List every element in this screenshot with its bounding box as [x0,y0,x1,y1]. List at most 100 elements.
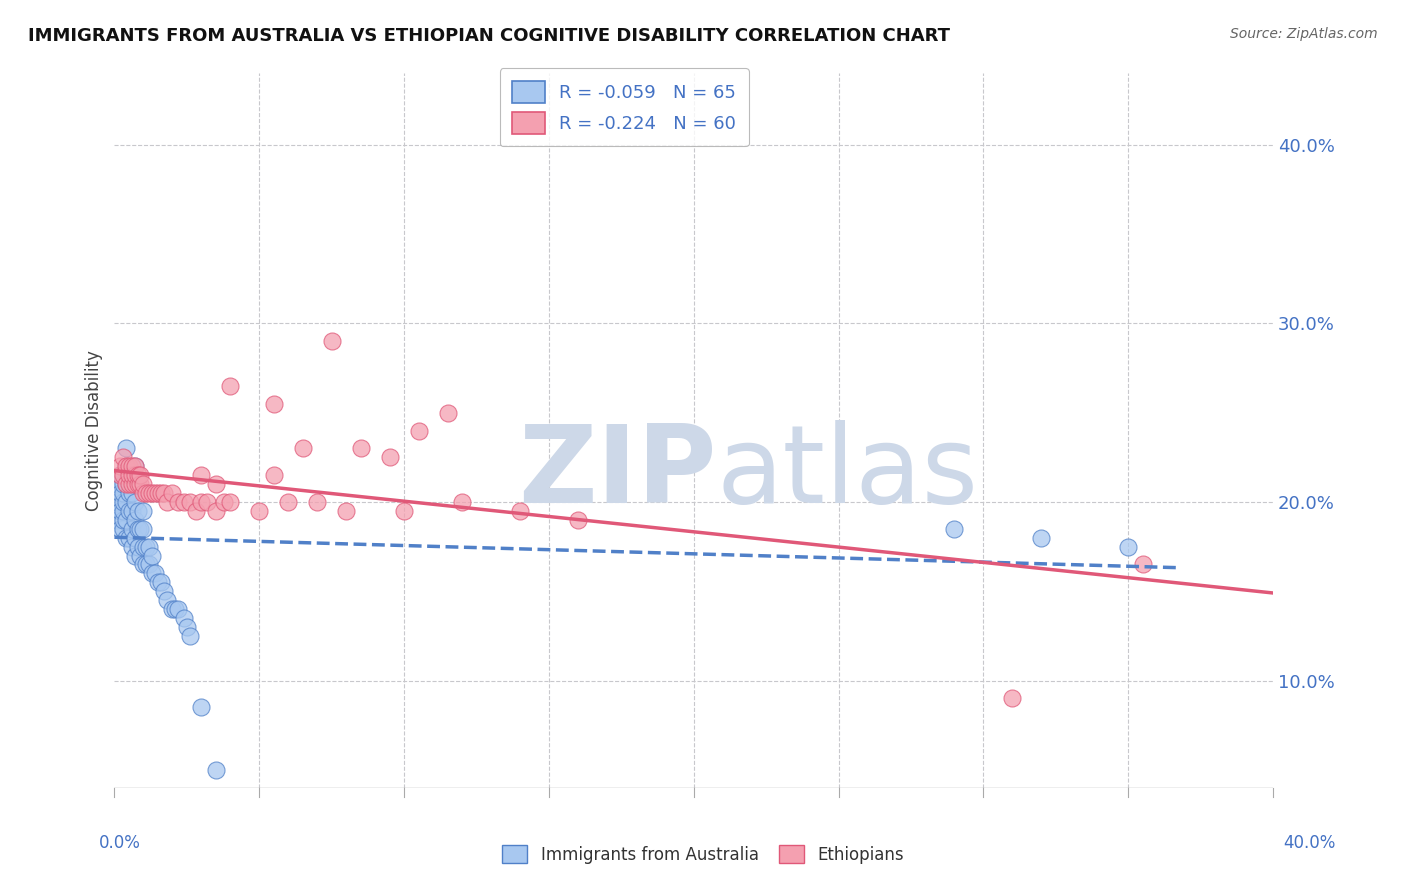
Point [124,531,146,545]
Point [436,406,458,420]
Point [179,495,201,509]
Point [108,468,131,483]
Point [124,477,146,491]
Point [112,486,135,500]
Point [129,477,152,491]
Point [214,495,236,509]
Point [143,486,166,500]
Point [204,763,226,777]
Point [167,495,190,509]
Text: atlas: atlas [717,420,979,526]
Point [118,504,141,518]
Point [105,513,128,527]
Point [155,593,177,607]
Point [108,504,131,518]
Point [121,468,143,483]
Point [112,468,135,483]
Point [167,602,190,616]
Point [135,540,157,554]
Point [121,459,143,474]
Point [124,549,146,563]
Text: 0.0%: 0.0% [98,834,141,852]
Text: 40.0%: 40.0% [1284,834,1336,852]
Point [195,495,218,509]
Point [121,522,143,536]
Point [115,477,138,491]
Point [204,504,226,518]
Point [135,558,157,572]
Point [132,504,155,518]
Point [132,540,155,554]
Point [129,522,152,536]
Point [129,468,152,483]
Point [108,468,131,483]
Point [118,531,141,545]
Point [143,566,166,581]
Point [1001,691,1024,706]
Legend: R = -0.059   N = 65, R = -0.224   N = 60: R = -0.059 N = 65, R = -0.224 N = 60 [499,68,749,146]
Point [321,334,343,349]
Point [1116,540,1139,554]
Point [127,522,149,536]
Point [115,513,138,527]
Point [152,584,174,599]
Point [190,468,212,483]
Point [176,620,198,634]
Point [392,504,415,518]
Point [190,495,212,509]
Point [121,486,143,500]
Point [138,558,160,572]
Point [451,495,474,509]
Point [349,442,371,456]
Point [378,450,401,465]
Point [112,495,135,509]
Point [408,424,430,438]
Point [108,459,131,474]
Point [112,450,135,465]
Point [135,486,157,500]
Point [124,477,146,491]
Point [190,700,212,714]
Point [127,468,149,483]
Text: Source: ZipAtlas.com: Source: ZipAtlas.com [1230,27,1378,41]
Point [112,522,135,536]
Point [115,477,138,491]
Point [132,477,155,491]
Point [105,495,128,509]
Point [1031,531,1053,545]
Point [165,602,187,616]
Point [184,504,207,518]
Point [118,459,141,474]
Point [124,495,146,509]
Point [1132,558,1154,572]
Point [247,504,270,518]
Point [112,477,135,491]
Point [263,468,285,483]
Point [307,495,329,509]
Point [121,540,143,554]
Point [127,540,149,554]
Point [141,566,163,581]
Point [118,477,141,491]
Point [219,379,242,393]
Point [121,504,143,518]
Point [141,549,163,563]
Point [335,504,357,518]
Point [173,495,195,509]
Point [115,531,138,545]
Point [112,504,135,518]
Point [108,522,131,536]
Text: IMMIGRANTS FROM AUSTRALIA VS ETHIOPIAN COGNITIVE DISABILITY CORRELATION CHART: IMMIGRANTS FROM AUSTRALIA VS ETHIOPIAN C… [28,27,950,45]
Point [138,486,160,500]
Point [132,522,155,536]
Point [118,468,141,483]
Legend: Immigrants from Australia, Ethiopians: Immigrants from Australia, Ethiopians [496,838,910,871]
Point [146,486,169,500]
Point [127,477,149,491]
Point [152,486,174,500]
Point [118,468,141,483]
Point [943,522,966,536]
Point [132,558,155,572]
Point [263,397,285,411]
Point [141,486,163,500]
